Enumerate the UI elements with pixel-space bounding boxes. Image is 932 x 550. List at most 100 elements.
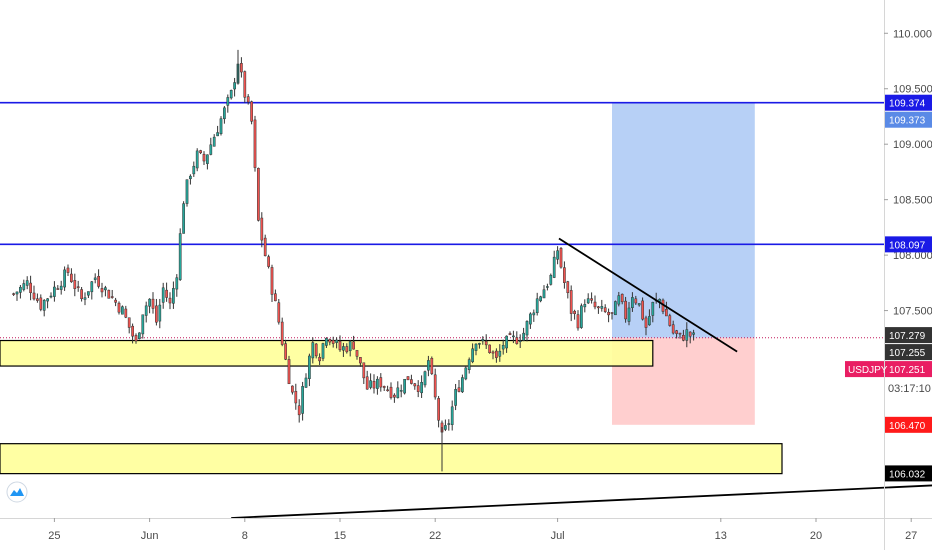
- candle-body: [338, 341, 342, 351]
- candle-body: [522, 332, 525, 341]
- candle-body: [202, 153, 206, 162]
- candle-body: [93, 277, 97, 280]
- candle-body: [56, 288, 60, 290]
- candle-body: [253, 119, 257, 168]
- candle-body: [406, 376, 410, 381]
- time-tick-label: Jun: [141, 530, 159, 542]
- candle-body: [688, 331, 692, 337]
- candle-body: [447, 423, 451, 425]
- candle-body: [420, 381, 423, 394]
- candle-body: [454, 389, 457, 406]
- price-badge-label: 109.373: [889, 116, 926, 127]
- candle-body: [42, 299, 46, 311]
- candle-body: [223, 107, 226, 120]
- candle-body: [90, 281, 94, 293]
- zone-rectangle[interactable]: [0, 443, 783, 475]
- candle-body: [36, 298, 39, 301]
- candle-body: [501, 344, 505, 350]
- candle-body: [685, 329, 689, 341]
- candle-body: [284, 343, 287, 360]
- candle-body: [182, 203, 185, 234]
- price-tick-label: 108.500: [893, 195, 932, 207]
- price-badge-label: 109.374: [889, 99, 926, 110]
- candle-body: [410, 379, 413, 384]
- candle-body: [277, 302, 281, 323]
- candle-body: [416, 385, 420, 392]
- candle-body: [39, 297, 43, 310]
- candle-body: [178, 233, 182, 280]
- candle-body: [593, 301, 597, 308]
- candle-body: [25, 280, 29, 286]
- symbol-badge[interactable]: [845, 361, 884, 378]
- candle-body: [63, 269, 66, 288]
- candle-body: [583, 304, 587, 308]
- candle-body: [450, 406, 454, 425]
- candle-body: [665, 308, 668, 317]
- candle-body: [165, 289, 168, 298]
- time-tick-label: 20: [810, 530, 822, 542]
- candle-body: [651, 301, 655, 316]
- candle-body: [97, 276, 100, 287]
- price-badge-label: 106.032: [889, 469, 926, 480]
- candle-body: [671, 324, 675, 334]
- candle-body: [216, 132, 219, 137]
- candle-body: [467, 359, 471, 370]
- price-badge: [885, 111, 932, 128]
- time-tick-label: 22: [429, 530, 441, 542]
- candle-body: [515, 337, 519, 344]
- candle-body: [644, 317, 648, 328]
- candle-body: [444, 425, 447, 430]
- candle-body: [250, 101, 253, 122]
- price-badge: [885, 361, 932, 378]
- trend-line[interactable]: [231, 468, 932, 519]
- tradingview-logo[interactable]: [6, 481, 28, 503]
- candle-body: [308, 355, 311, 379]
- candle-body: [168, 297, 172, 304]
- candle-body: [607, 311, 610, 316]
- candle-body: [46, 298, 49, 302]
- price-axis[interactable]: 110.000 109.500 109.000 108.500 108.000 107.5…: [884, 0, 932, 550]
- candle-body: [525, 321, 529, 336]
- time-tick-label: Jul: [551, 530, 565, 542]
- candle-body: [229, 90, 233, 99]
- price-badge: [885, 94, 932, 111]
- price-tick-label: 109.500: [893, 84, 932, 96]
- candle-body: [158, 304, 162, 322]
- candle-body: [539, 296, 542, 302]
- candle-body: [437, 398, 440, 421]
- candle-body: [433, 374, 437, 398]
- price-badge: [885, 416, 932, 433]
- candle-body: [396, 387, 400, 399]
- candle-body: [263, 237, 267, 257]
- candle-body: [427, 360, 430, 371]
- candle-body: [549, 274, 553, 285]
- candle-body: [209, 144, 213, 155]
- candle-body: [212, 136, 216, 147]
- trend-line[interactable]: [558, 237, 738, 353]
- candle-body: [331, 340, 335, 344]
- candle-body: [563, 267, 566, 283]
- time-tick-label: 27: [905, 530, 917, 542]
- candle-body: [144, 305, 148, 316]
- candle-body: [192, 165, 196, 175]
- time-tick-label: 8: [242, 530, 248, 542]
- candle-body: [148, 298, 151, 307]
- drawings-layer: [231, 237, 932, 519]
- candle-body: [569, 290, 573, 314]
- candle-body: [328, 339, 332, 343]
- countdown-badge: [885, 380, 932, 397]
- price-badge-label: 107.255: [889, 348, 926, 359]
- candle-body: [559, 248, 563, 268]
- time-axis[interactable]: 25Jun81522Jul132027Aug1017: [0, 518, 932, 542]
- candle-body: [175, 277, 179, 290]
- candle-body: [185, 179, 189, 204]
- candle-body: [100, 288, 104, 293]
- time-tick-label: 15: [334, 530, 346, 542]
- candle-body: [624, 300, 627, 320]
- price-badge: [885, 465, 932, 482]
- candle-body: [610, 312, 614, 314]
- candle-body: [474, 343, 478, 351]
- candle-body: [491, 351, 495, 354]
- candle-body: [566, 281, 570, 294]
